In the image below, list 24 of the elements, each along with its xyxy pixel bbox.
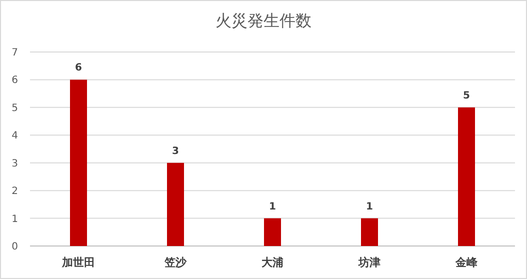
y-tick-label: 5 [12,102,18,114]
bar [70,80,87,246]
y-tick-label: 1 [12,214,18,225]
y-tick-label: 4 [12,130,18,142]
data-label: 1 [269,201,276,212]
y-tick-label: 2 [12,186,18,198]
x-tick-label: 金峰 [454,256,478,269]
x-tick-label: 大浦 [262,256,284,269]
data-label: 3 [172,146,180,157]
y-tick-label: 0 [12,242,18,252]
y-tick-label: 6 [12,75,18,86]
bar [361,218,378,246]
x-tick-label: 加世田 [61,256,95,269]
data-label: 1 [366,201,374,212]
bar [264,218,281,246]
y-tick-label: 3 [12,158,18,170]
data-label: 5 [463,90,470,102]
x-tick-label: 坊津 [358,256,380,269]
x-tick-label: 笠沙 [164,256,188,269]
data-label: 6 [75,62,82,74]
bar [167,162,184,246]
bar [458,107,475,246]
chart-title: 火災発生件数 [216,11,312,30]
y-tick-label: 7 [12,48,18,58]
